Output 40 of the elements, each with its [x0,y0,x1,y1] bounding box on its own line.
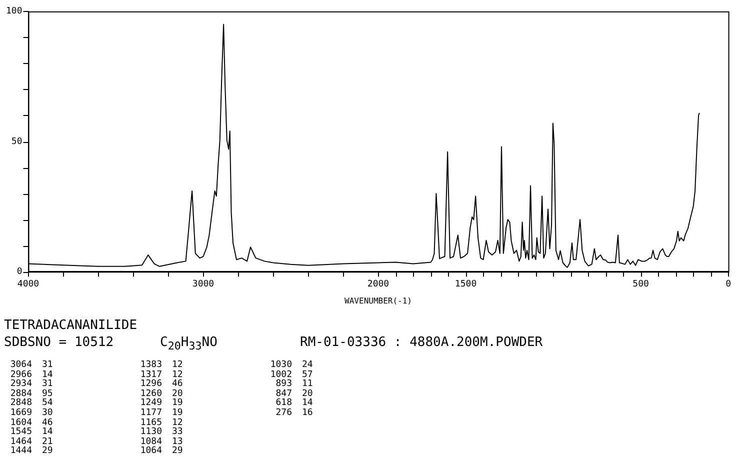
y-tick-label: 0 [16,266,22,277]
text: 1545 14 [9,427,53,438]
x-axis-title: WAVENUMBER(-1) [344,296,412,306]
text: 1084 13 [139,436,183,447]
text: 1296 46 [139,379,183,390]
y-tick-label: 100 [6,6,22,17]
text: 618 14 [274,398,313,408]
text: 2848 54 [9,398,53,408]
text: 1165 12 [139,418,183,428]
text: 2884 95 [9,388,53,399]
text: TETRADACANANILIDE [4,318,138,333]
text: 276 16 [274,408,313,418]
text: 1604 46 [9,418,53,428]
text: 1383 12 [139,360,183,370]
text: 1002 57 [269,370,313,380]
text: 1444 29 [9,446,53,456]
text: 1130 33 [139,427,183,438]
x-tick-label: 1500 [454,279,477,290]
text: 2934 31 [9,379,53,390]
x-tick-label: 2000 [367,279,390,290]
text: RM-01-03336 : 4880A.200M.POWDER [300,335,543,350]
text: 1464 21 [9,436,53,447]
text: 1669 30 [9,408,53,418]
text: 2966 14 [9,370,53,380]
x-tick-label: 4000 [17,279,40,290]
y-tick-label: 50 [11,136,22,147]
text: 1317 12 [139,370,183,380]
text: 1260 20 [139,388,183,399]
text: 1064 29 [139,446,183,456]
text: 1030 24 [269,360,313,370]
x-tick-label: 500 [632,279,649,290]
x-tick-label: 0 [726,279,731,290]
text: 1177 19 [139,408,183,418]
text: 3064 31 [9,360,53,370]
text: C$_{20}$H$_{33}$NO [160,335,218,353]
text: 1249 19 [139,398,183,408]
text: 847 20 [274,388,313,399]
text: 893 11 [274,379,313,390]
text: SDBSNO = 10512 [4,335,114,350]
x-tick-label: 3000 [192,279,214,290]
